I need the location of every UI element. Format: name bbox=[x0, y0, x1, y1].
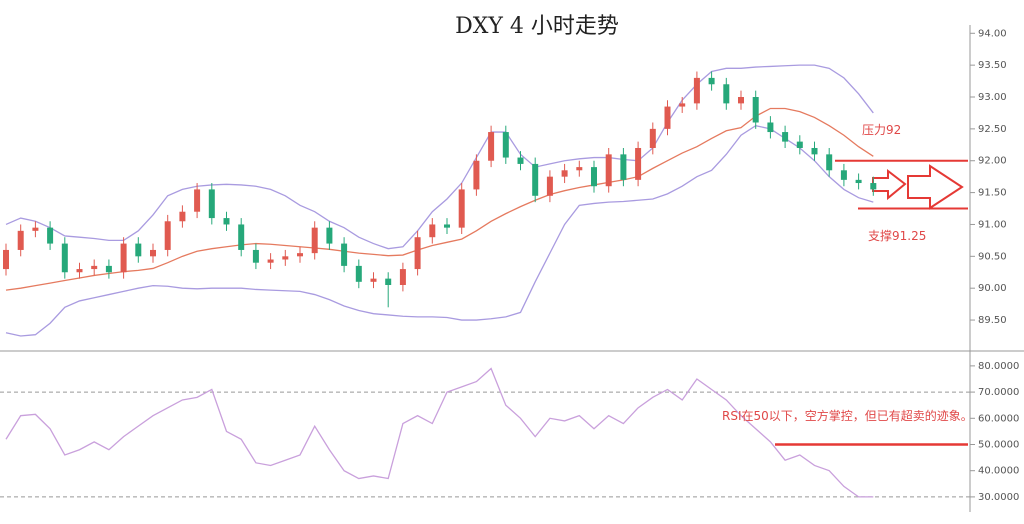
candle-body bbox=[61, 243, 68, 273]
candle-body bbox=[238, 224, 245, 250]
candle-body bbox=[105, 265, 112, 273]
candle-body bbox=[738, 97, 744, 104]
candle-body bbox=[796, 141, 803, 148]
candle-body bbox=[164, 221, 171, 250]
candle-body bbox=[532, 163, 539, 196]
candle-body bbox=[135, 243, 142, 257]
y-tick-label: 93.00 bbox=[978, 92, 1007, 103]
y-tick-label: 40.0000 bbox=[978, 466, 1019, 477]
candle-body bbox=[17, 230, 24, 250]
y-tick-label: 30.0000 bbox=[978, 492, 1019, 503]
candle-body bbox=[47, 227, 54, 244]
candle-body bbox=[620, 154, 627, 180]
rsi-line bbox=[5, 367, 874, 498]
candle-body bbox=[782, 132, 789, 142]
candle-body bbox=[341, 243, 348, 266]
candle-body bbox=[546, 176, 553, 196]
candle-body bbox=[488, 132, 495, 161]
candle-body bbox=[649, 128, 656, 148]
candle-body bbox=[723, 84, 730, 104]
candle-body bbox=[385, 278, 392, 285]
candle-body bbox=[811, 147, 818, 155]
y-tick-label: 50.0000 bbox=[978, 439, 1019, 450]
annotation: 支撑91.25 bbox=[868, 228, 926, 243]
candle-body bbox=[120, 243, 127, 273]
arrow bbox=[872, 168, 907, 201]
band-line bbox=[5, 124, 874, 337]
y-tick-label: 91.50 bbox=[978, 188, 1007, 199]
band-line bbox=[5, 64, 874, 250]
annotation: RSI在50以下，空方掌控，但已有超卖的迹象。 bbox=[722, 408, 973, 423]
y-tick-label: 90.00 bbox=[978, 283, 1007, 294]
y-tick-label: 92.00 bbox=[978, 156, 1007, 167]
candle-body bbox=[752, 97, 759, 123]
candle-body bbox=[679, 103, 686, 107]
candle-body bbox=[179, 211, 186, 222]
candle-body bbox=[267, 259, 274, 263]
candle-body bbox=[194, 189, 201, 212]
y-tick-label: 80.0000 bbox=[978, 361, 1019, 372]
candle-body bbox=[370, 278, 377, 282]
candle-body bbox=[605, 154, 612, 187]
candle-body bbox=[150, 249, 156, 257]
candle-body bbox=[840, 170, 847, 180]
candle-body bbox=[76, 269, 83, 273]
candle-body bbox=[414, 237, 421, 270]
candle-body bbox=[591, 167, 597, 187]
candle-body bbox=[870, 183, 877, 190]
candle-body bbox=[458, 189, 465, 228]
candle-body bbox=[708, 77, 715, 85]
annotation: 压力92 bbox=[862, 123, 901, 137]
candle-body bbox=[326, 227, 333, 244]
candle-body bbox=[252, 249, 259, 263]
candle-body bbox=[767, 122, 774, 133]
y-tick-label: 70.0000 bbox=[978, 387, 1019, 398]
candle-body bbox=[635, 147, 642, 180]
candle-body bbox=[3, 249, 9, 270]
candle-body bbox=[502, 132, 509, 158]
band-line bbox=[5, 107, 874, 291]
candle-body bbox=[311, 227, 318, 254]
candle-body bbox=[473, 160, 480, 190]
candle-body bbox=[399, 269, 406, 285]
candle-body bbox=[826, 154, 833, 171]
candle-body bbox=[444, 224, 450, 228]
candle-body bbox=[693, 77, 700, 104]
candle-body bbox=[32, 227, 39, 231]
candle-body bbox=[91, 265, 98, 270]
candle-body bbox=[561, 170, 568, 177]
candle-body bbox=[429, 224, 436, 238]
candle-body bbox=[855, 179, 862, 184]
y-tick-label: 92.50 bbox=[978, 124, 1007, 135]
candle-body bbox=[576, 167, 583, 171]
y-tick-label: 90.50 bbox=[978, 251, 1007, 262]
chart-title: DXY 4 小时走势 bbox=[455, 14, 619, 39]
y-tick-label: 60.0000 bbox=[978, 413, 1019, 424]
candle-body bbox=[355, 265, 362, 282]
y-tick-label: 94.00 bbox=[978, 28, 1007, 39]
candle-body bbox=[664, 106, 671, 129]
y-tick-label: 91.00 bbox=[978, 219, 1007, 230]
candle-body bbox=[208, 189, 215, 219]
arrow bbox=[907, 164, 964, 210]
candle-body bbox=[517, 157, 524, 164]
y-tick-label: 93.50 bbox=[978, 60, 1007, 71]
candle-body bbox=[223, 218, 230, 225]
candle-body bbox=[282, 256, 289, 260]
y-tick-label: 89.50 bbox=[978, 315, 1007, 326]
candle-body bbox=[297, 253, 303, 257]
